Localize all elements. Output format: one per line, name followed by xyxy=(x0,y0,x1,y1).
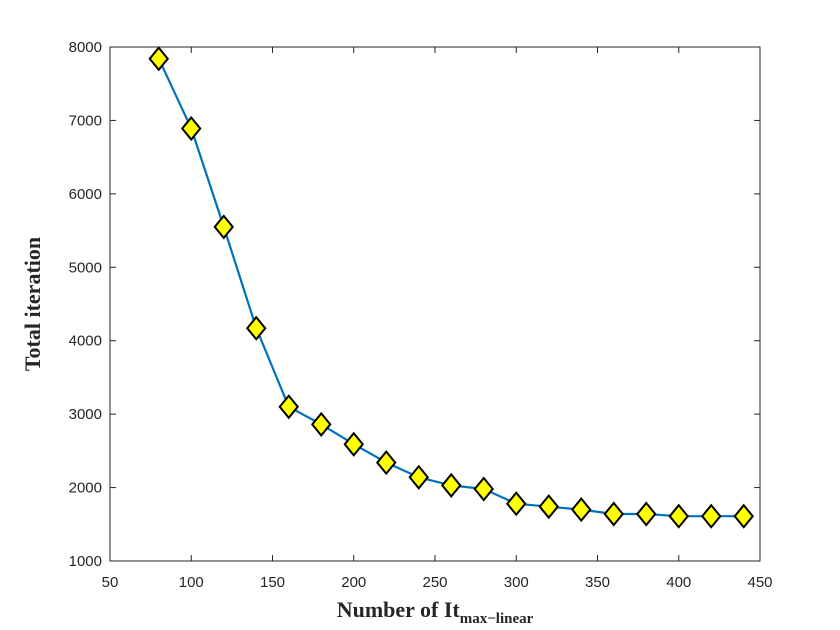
series-group xyxy=(148,46,755,529)
y-tick-label: 6000 xyxy=(69,186,102,203)
plot-area xyxy=(110,47,760,561)
data-point-marker xyxy=(538,494,560,520)
y-tick-label: 3000 xyxy=(69,406,102,423)
y-tick-label: 7000 xyxy=(69,112,102,129)
data-point-marker xyxy=(375,450,397,476)
data-point-marker xyxy=(733,503,755,529)
x-axis-title-main: Number of It xyxy=(337,597,461,622)
x-axis-title: Number of Itmax−linear xyxy=(337,597,534,627)
x-tick-label: 50 xyxy=(102,574,119,591)
data-point-marker xyxy=(408,464,430,490)
y-tick-label: 1000 xyxy=(69,553,102,570)
data-point-marker xyxy=(440,472,462,498)
data-point-marker xyxy=(148,46,170,72)
data-point-marker xyxy=(635,501,657,527)
x-ticks: 50 100 150 200 250 300 350 400 450 xyxy=(102,47,773,591)
data-point-marker xyxy=(570,497,592,523)
x-tick-label: 400 xyxy=(666,574,691,591)
axes-box xyxy=(109,46,761,562)
x-axis-title-subscript: max−linear xyxy=(460,611,534,627)
x-tick-label: 350 xyxy=(585,574,610,591)
data-point-marker xyxy=(278,394,300,420)
x-tick-label: 250 xyxy=(422,574,447,591)
y-ticks: 1000 2000 3000 4000 5000 6000 7000 8000 xyxy=(69,39,760,570)
y-axis-title: Total iteration xyxy=(20,237,45,371)
x-tick-label: 200 xyxy=(341,574,366,591)
y-tick-label: 4000 xyxy=(69,333,102,350)
data-point-marker xyxy=(700,503,722,529)
data-point-marker xyxy=(343,431,365,457)
data-point-marker xyxy=(473,476,495,502)
x-tick-label: 150 xyxy=(260,574,285,591)
data-point-marker xyxy=(180,115,202,142)
y-tick-label: 2000 xyxy=(69,480,102,497)
x-tick-label: 450 xyxy=(747,574,772,591)
data-point-marker xyxy=(603,501,625,527)
y-tick-label: 8000 xyxy=(69,39,102,56)
y-tick-label: 5000 xyxy=(69,259,102,276)
x-tick-label: 100 xyxy=(179,574,204,591)
x-tick-label: 300 xyxy=(504,574,529,591)
data-point-marker xyxy=(668,503,690,529)
data-point-marker xyxy=(213,214,235,240)
data-point-marker xyxy=(310,411,332,438)
data-point-marker xyxy=(245,315,267,341)
data-point-marker xyxy=(505,491,527,517)
